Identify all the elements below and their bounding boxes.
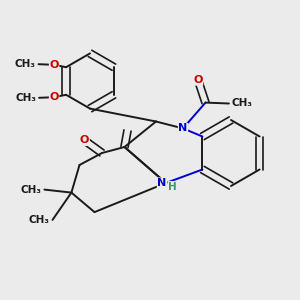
Text: N: N — [158, 178, 166, 188]
Text: O: O — [50, 92, 59, 102]
Text: O: O — [50, 60, 59, 70]
Text: CH₃: CH₃ — [14, 59, 35, 69]
Text: H: H — [168, 182, 177, 192]
Text: O: O — [193, 75, 203, 85]
Text: CH₃: CH₃ — [15, 93, 36, 103]
Text: O: O — [80, 135, 89, 146]
Text: CH₃: CH₃ — [28, 215, 50, 225]
Text: CH₃: CH₃ — [232, 98, 253, 109]
Text: CH₃: CH₃ — [20, 184, 41, 195]
Text: N: N — [178, 123, 188, 134]
